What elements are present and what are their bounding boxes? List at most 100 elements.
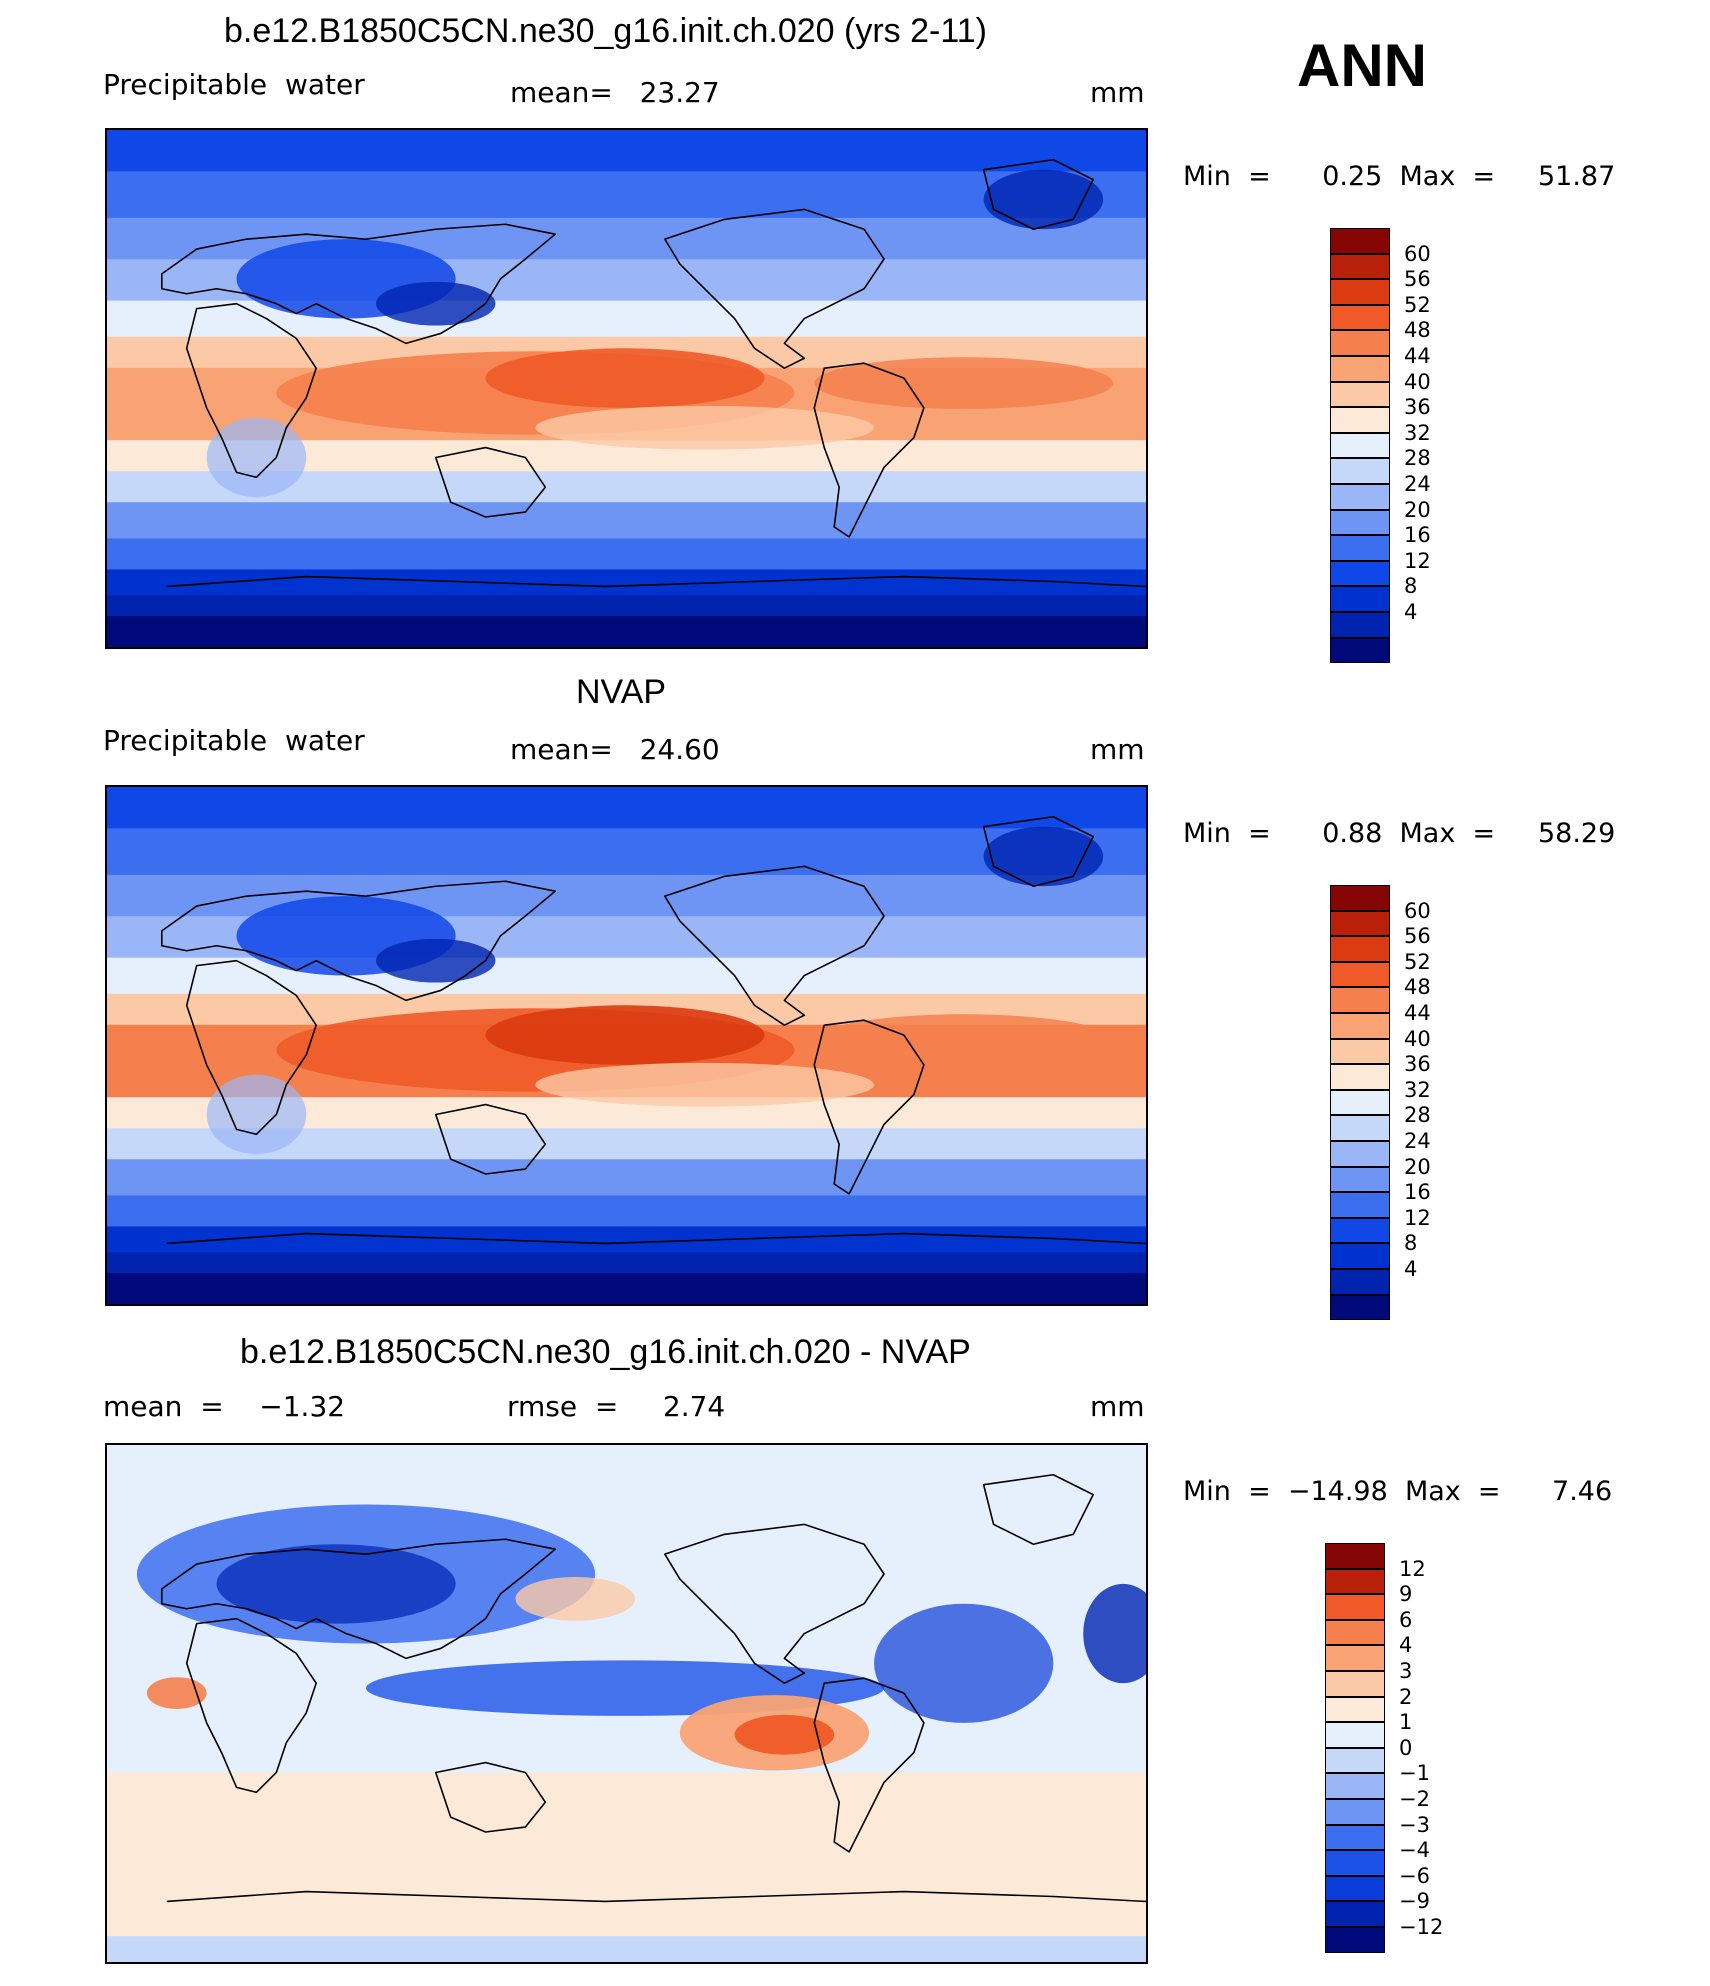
difference-colorbar-swatch bbox=[1325, 1619, 1385, 1646]
nvap-colorbar-swatch bbox=[1330, 1243, 1390, 1269]
model-colorbar-swatch bbox=[1330, 560, 1390, 587]
nvap-colorbar-label: 52 bbox=[1404, 949, 1431, 974]
model-colorbar-swatch bbox=[1330, 432, 1390, 459]
model-colorbar-label: 32 bbox=[1404, 420, 1431, 445]
model-colorbar-label: 20 bbox=[1404, 497, 1431, 522]
difference-colorbar-swatch bbox=[1325, 1773, 1385, 1799]
panel2-minmax: Min = 0.88 Max = 58.29 bbox=[1183, 818, 1616, 849]
nvap-colorbar-swatch bbox=[1330, 936, 1390, 962]
model-colorbar-swatch bbox=[1330, 330, 1390, 356]
model-colorbar-swatch bbox=[1330, 484, 1390, 510]
nvap-colorbar-label: 20 bbox=[1404, 1154, 1431, 1179]
panel3-title: b.e12.B1850C5CN.ne30_g16.init.ch.020 - N… bbox=[240, 1333, 971, 1371]
nvap-colorbar-swatch bbox=[1330, 885, 1390, 911]
nvap-colorbar-label: 44 bbox=[1404, 1001, 1431, 1025]
model-colorbar-swatch bbox=[1330, 535, 1390, 561]
difference-colorbar-swatch bbox=[1325, 1927, 1385, 1953]
difference-colorbar-label: −12 bbox=[1399, 1915, 1444, 1939]
panel3-minmax: Min = −14.98 Max = 7.46 bbox=[1183, 1476, 1613, 1507]
model-colorbar-swatch bbox=[1330, 637, 1390, 664]
difference-colorbar-label: 9 bbox=[1399, 1582, 1413, 1607]
nvap-colorbar-swatch bbox=[1330, 1013, 1390, 1039]
nvap-colorbar-swatch bbox=[1330, 1064, 1390, 1090]
model-colorbar-label: 24 bbox=[1404, 472, 1431, 496]
nvap-colorbar-swatch bbox=[1330, 1192, 1390, 1218]
difference-colorbar-label: −2 bbox=[1399, 1787, 1430, 1811]
panel3-units: mm bbox=[1090, 1390, 1145, 1423]
model-colorbar-swatch bbox=[1330, 586, 1390, 612]
difference-colorbar-swatch bbox=[1325, 1543, 1385, 1569]
difference-colorbar-label: −6 bbox=[1399, 1863, 1430, 1888]
nvap-colorbar-label: 56 bbox=[1404, 924, 1431, 949]
model-colorbar-label: 8 bbox=[1404, 574, 1418, 599]
model-map bbox=[105, 128, 1148, 649]
panel1-minmax: Min = 0.25 Max = 51.87 bbox=[1183, 161, 1616, 192]
nvap-colorbar-label: 12 bbox=[1404, 1205, 1431, 1230]
nvap-colorbar-swatch bbox=[1330, 987, 1390, 1013]
model-colorbar-label: 16 bbox=[1404, 523, 1431, 548]
difference-colorbar-label: −9 bbox=[1399, 1889, 1430, 1914]
model-colorbar-label: 48 bbox=[1404, 318, 1431, 343]
model-colorbar-swatch bbox=[1330, 407, 1390, 433]
nvap-colorbar-label: 36 bbox=[1404, 1052, 1431, 1077]
difference-colorbar-label: 1 bbox=[1399, 1710, 1413, 1735]
panel3-mean: mean = −1.32 bbox=[103, 1390, 346, 1423]
difference-colorbar-label: 4 bbox=[1399, 1633, 1413, 1658]
difference-colorbar-swatch bbox=[1325, 1696, 1385, 1723]
panel2-title: NVAP bbox=[576, 673, 667, 711]
nvap-colorbar-swatch bbox=[1330, 1166, 1390, 1193]
difference-colorbar-label: −3 bbox=[1399, 1812, 1430, 1837]
difference-colorbar-swatch bbox=[1325, 1747, 1385, 1774]
difference-colorbar-label: 6 bbox=[1399, 1607, 1413, 1632]
difference-colorbar-swatch bbox=[1325, 1875, 1385, 1902]
difference-colorbar-swatch bbox=[1325, 1722, 1385, 1748]
model-colorbar-swatch bbox=[1330, 356, 1390, 382]
model-colorbar-swatch bbox=[1330, 304, 1390, 331]
panel3-rmse: rmse = 2.74 bbox=[507, 1390, 726, 1423]
difference-colorbar-swatch bbox=[1325, 1799, 1385, 1825]
model-colorbar-label: 52 bbox=[1404, 292, 1431, 317]
nvap-colorbar-label: 32 bbox=[1404, 1077, 1431, 1102]
panel1-title: b.e12.B1850C5CN.ne30_g16.init.ch.020 (yr… bbox=[224, 12, 987, 50]
panel1-units: mm bbox=[1090, 76, 1145, 109]
difference-colorbar-swatch bbox=[1325, 1901, 1385, 1927]
model-colorbar-label: 36 bbox=[1404, 395, 1431, 420]
model-colorbar-label: 56 bbox=[1404, 267, 1431, 292]
difference-colorbar-label: 0 bbox=[1399, 1735, 1413, 1760]
difference-colorbar-swatch bbox=[1325, 1824, 1385, 1851]
panel1-mean: mean= 23.27 bbox=[510, 76, 720, 109]
nvap-colorbar-swatch bbox=[1330, 1115, 1390, 1141]
nvap-colorbar-label: 28 bbox=[1404, 1103, 1431, 1128]
model-colorbar-label: 60 bbox=[1404, 241, 1431, 266]
nvap-colorbar-swatch bbox=[1330, 910, 1390, 937]
nvap-colorbar-swatch bbox=[1330, 1269, 1390, 1295]
model-colorbar-swatch bbox=[1330, 253, 1390, 280]
nvap-colorbar-label: 16 bbox=[1404, 1180, 1431, 1205]
nvap-colorbar-swatch bbox=[1330, 1217, 1390, 1244]
difference-colorbar-swatch bbox=[1325, 1671, 1385, 1697]
nvap-colorbar-swatch bbox=[1330, 1089, 1390, 1116]
nvap-colorbar-swatch bbox=[1330, 1141, 1390, 1167]
difference-colorbar-label: 3 bbox=[1399, 1659, 1413, 1683]
difference-field bbox=[107, 1445, 1146, 1962]
model-colorbar-swatch bbox=[1330, 228, 1390, 254]
difference-colorbar-swatch bbox=[1325, 1594, 1385, 1620]
nvap-colorbar-label: 24 bbox=[1404, 1129, 1431, 1153]
difference-colorbar-label: 2 bbox=[1399, 1684, 1413, 1709]
nvap-map bbox=[105, 785, 1148, 1306]
nvap-colorbar-swatch bbox=[1330, 1294, 1390, 1321]
difference-colorbar-swatch bbox=[1325, 1850, 1385, 1876]
nvap-colorbar-label: 60 bbox=[1404, 898, 1431, 923]
model-colorbar-swatch bbox=[1330, 509, 1390, 536]
nvap-precipitable-water-field bbox=[107, 787, 1146, 1304]
model-colorbar-label: 44 bbox=[1404, 344, 1431, 368]
difference-colorbar-label: −4 bbox=[1399, 1838, 1430, 1863]
model-colorbar-label: 4 bbox=[1404, 600, 1418, 624]
panel2-units: mm bbox=[1090, 733, 1145, 766]
model-precipitable-water-field bbox=[107, 130, 1146, 647]
model-colorbar-swatch bbox=[1330, 458, 1390, 484]
panel1-variable: Precipitable water bbox=[103, 68, 365, 101]
panel2-variable: Precipitable water bbox=[103, 724, 365, 757]
panel2-mean: mean= 24.60 bbox=[510, 733, 720, 766]
nvap-colorbar-label: 8 bbox=[1404, 1231, 1418, 1256]
